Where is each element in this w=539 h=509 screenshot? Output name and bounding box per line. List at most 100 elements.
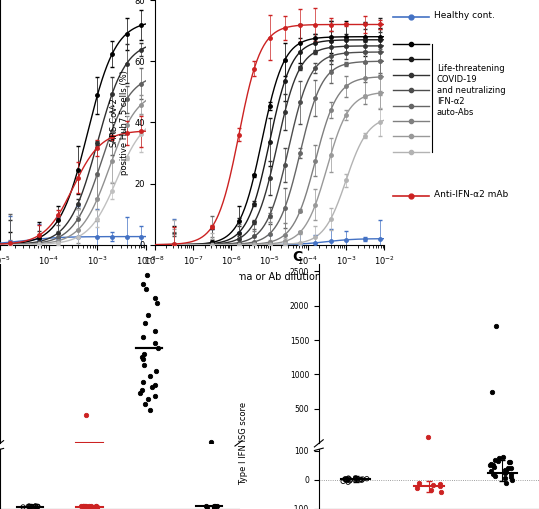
Point [506,458,514,466]
Point [26,502,34,509]
Point [92,502,100,509]
Point [27,502,36,509]
Point [148,383,156,391]
Point [26,502,35,509]
Point [139,355,148,363]
Point [143,310,152,319]
Point [508,476,517,484]
Point [139,378,147,386]
Point [494,454,503,462]
Point [87,502,95,509]
Point [153,344,162,352]
Point [491,456,500,464]
Point [210,502,218,509]
Point [210,502,219,509]
Point [81,411,90,419]
Point [505,458,514,466]
Point [207,438,216,446]
Point [346,476,355,484]
Point [79,502,87,509]
Point [150,338,159,347]
Point [499,453,508,461]
Point [33,502,42,509]
Point [92,503,101,509]
Point [339,477,348,486]
Point [507,464,516,472]
Point [80,503,88,509]
Point [351,475,360,483]
Y-axis label: SARS-CoV-2
positive Huh7.5 cells (%): SARS-CoV-2 positive Huh7.5 cells (%) [109,70,129,175]
Point [501,468,509,476]
Point [345,477,354,485]
Point [31,502,39,509]
Point [351,475,360,484]
Point [82,502,91,509]
Point [351,474,360,482]
Point [139,333,148,341]
Point [31,502,40,509]
Text: Life-threatening
COVID-19
and neutralizing
IFN-α2
auto-Abs: Life-threatening COVID-19 and neutralizi… [437,64,506,117]
Point [93,502,101,509]
Point [344,474,353,483]
Point [486,461,495,469]
Point [25,502,33,509]
Point [436,488,445,496]
Point [342,475,350,483]
Point [213,502,222,509]
Point [150,381,159,389]
Point [80,502,88,509]
Point [358,475,367,483]
Point [415,479,424,487]
Point [138,353,147,361]
Point [19,503,27,509]
Point [342,475,351,484]
Point [82,503,91,509]
Point [486,467,495,475]
Point [139,280,148,288]
Point [436,482,444,490]
Point [89,502,98,509]
Point [491,471,500,479]
Point [92,502,100,509]
Point [153,299,161,307]
Y-axis label: Type I IFN ISG score: Type I IFN ISG score [239,402,248,485]
Point [79,502,87,509]
Point [341,475,349,484]
Point [141,400,149,408]
Point [81,502,89,509]
Point [503,464,512,472]
Point [151,392,160,400]
Point [429,481,437,489]
Point [507,473,515,481]
Point [25,502,33,509]
Point [28,502,37,509]
Point [501,466,509,474]
Point [140,361,148,369]
Point [77,502,86,509]
Text: Anti-IFN-α2 mAb: Anti-IFN-α2 mAb [434,190,508,199]
Point [143,394,152,403]
Point [31,503,40,509]
Point [24,502,32,509]
X-axis label: Ab dilution: Ab dilution [50,272,96,281]
Point [84,502,93,509]
Point [492,322,501,330]
Point [486,460,495,468]
Point [210,502,218,509]
Point [33,502,42,509]
Point [202,502,211,509]
Point [436,480,445,488]
Point [84,502,93,509]
Point [31,502,40,509]
Text: Healthy cont.: Healthy cont. [434,11,495,20]
Point [85,502,94,509]
Point [341,475,349,483]
Point [150,294,159,302]
Point [490,463,499,471]
Point [146,372,155,380]
Point [82,502,91,509]
X-axis label: Plasma or Ab dilution: Plasma or Ab dilution [217,272,322,282]
Point [141,319,149,327]
Point [356,476,364,484]
Point [356,475,365,484]
